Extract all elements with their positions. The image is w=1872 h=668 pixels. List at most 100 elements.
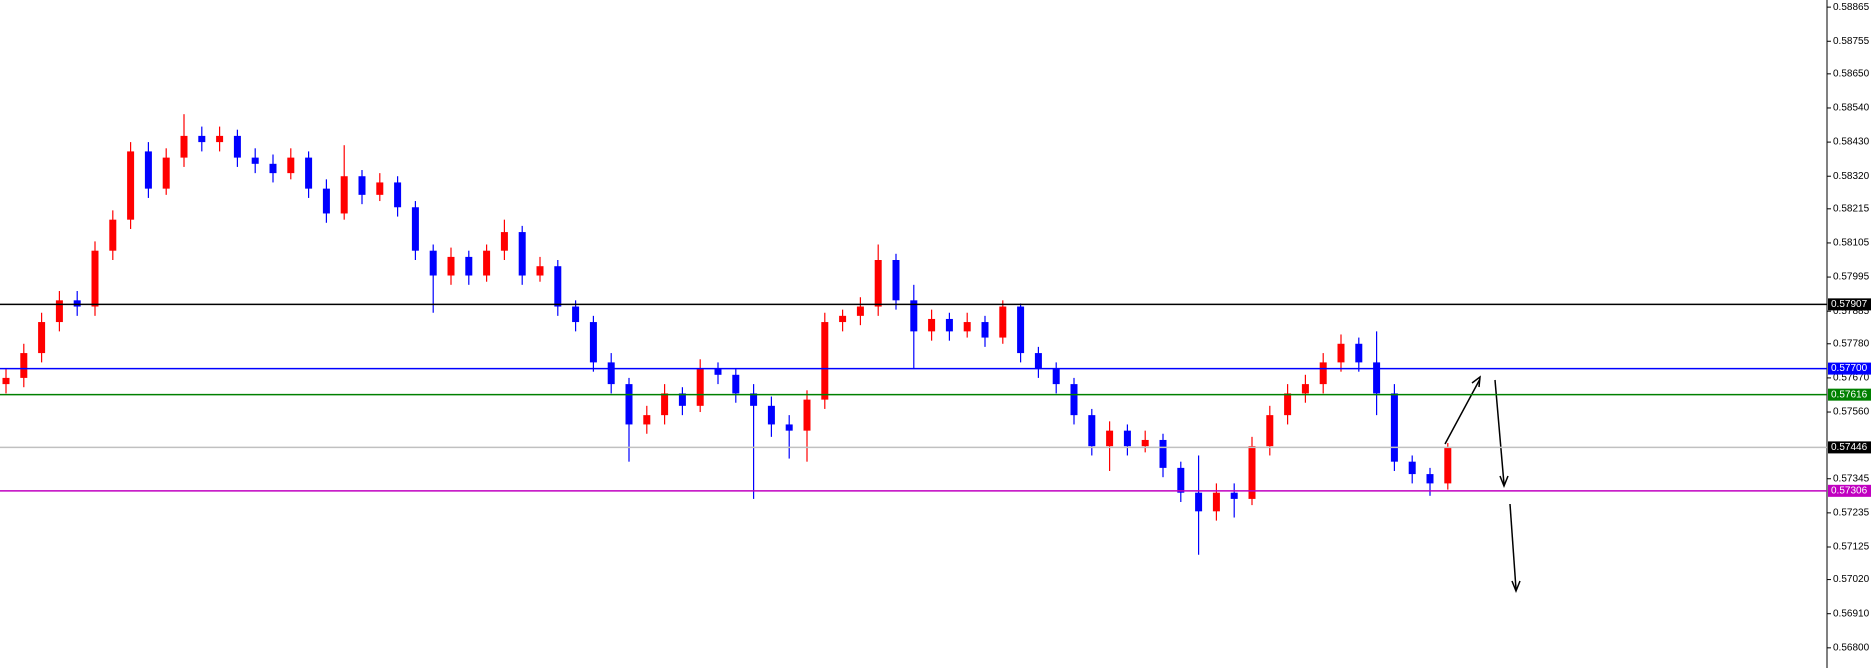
level-label: 0.57616 <box>1831 389 1868 400</box>
y-tick-label: 0.57235 <box>1833 508 1870 519</box>
y-tick-label: 0.58320 <box>1833 171 1870 182</box>
y-tick-label: 0.57670 <box>1833 373 1870 384</box>
candle-body <box>1141 439 1149 447</box>
level-label-bg <box>1828 441 1871 454</box>
y-tick-label: 0.57995 <box>1833 272 1870 283</box>
candle-body <box>661 393 669 416</box>
candle-body <box>1337 343 1345 363</box>
y-tick-label: 0.58430 <box>1833 137 1870 148</box>
candle-body <box>216 135 224 143</box>
candle-body <box>127 151 135 220</box>
candle-body <box>376 182 384 195</box>
candle-body <box>1212 492 1220 512</box>
candle-body <box>1390 393 1398 462</box>
arrows <box>1444 375 1521 594</box>
candle-body <box>928 318 936 332</box>
candle-body <box>483 250 491 276</box>
candle-body <box>1248 446 1256 499</box>
candle-body <box>1408 461 1416 475</box>
y-tick-label: 0.56800 <box>1833 642 1870 653</box>
candle-body <box>554 266 562 307</box>
candle-body <box>269 163 277 174</box>
candle-body <box>1444 447 1452 484</box>
candle-body <box>20 353 28 378</box>
candle-body <box>287 157 295 174</box>
arrow-up <box>1444 378 1481 445</box>
y-tick-label: 0.58755 <box>1833 36 1870 47</box>
candle-body <box>91 250 99 307</box>
y-tick-label: 0.58650 <box>1833 68 1870 79</box>
candle-body <box>1266 415 1274 447</box>
candle-body <box>1123 430 1131 447</box>
y-tick-label: 0.57020 <box>1833 574 1870 585</box>
candle-body <box>874 260 882 307</box>
candle-body <box>2 377 10 385</box>
candle-body <box>785 424 793 431</box>
arrow-down <box>1509 503 1517 590</box>
y-tick-label: 0.57345 <box>1833 473 1870 484</box>
level-label: 0.57907 <box>1831 299 1868 310</box>
candle-body <box>856 306 864 316</box>
arrow-head <box>1499 475 1509 489</box>
candle-body <box>821 322 829 400</box>
candle-body <box>233 135 241 158</box>
candle-body <box>892 260 900 301</box>
candle-body <box>251 157 259 164</box>
candle-body <box>999 306 1007 338</box>
candle-body <box>589 322 597 363</box>
candle-body <box>625 384 633 425</box>
candle-body <box>429 250 437 276</box>
candle-body <box>1070 384 1078 416</box>
candle-body <box>696 368 704 406</box>
candle-body <box>109 219 117 251</box>
candle-body <box>358 176 366 195</box>
candle-body <box>536 266 544 276</box>
candle-body <box>803 399 811 431</box>
candle-body <box>411 207 419 251</box>
arrow-down <box>1494 379 1505 485</box>
y-tick-label: 0.57560 <box>1833 407 1870 418</box>
y-tick-label: 0.58105 <box>1833 238 1870 249</box>
candle-body <box>963 322 971 332</box>
candle-body <box>518 232 526 276</box>
y-tick-label: 0.58215 <box>1833 203 1870 214</box>
candle-body <box>1319 362 1327 385</box>
y-tick-label: 0.57125 <box>1833 542 1870 553</box>
level-label-bg <box>1828 362 1871 375</box>
candle-body <box>305 157 313 189</box>
candle-body <box>1284 393 1292 416</box>
y-tick-label: 0.58540 <box>1833 103 1870 114</box>
level-label: 0.57700 <box>1831 363 1868 374</box>
candle-body <box>162 157 170 189</box>
candle-body <box>910 300 918 332</box>
arrow-head <box>1511 580 1521 594</box>
candle-body <box>750 393 758 406</box>
level-label-bg <box>1828 484 1871 497</box>
candle-body <box>144 151 152 189</box>
candle-body <box>607 362 615 385</box>
arrow-head <box>1471 375 1481 388</box>
candle-body <box>180 135 188 158</box>
candle-body <box>465 256 473 276</box>
candle-body <box>1195 492 1203 512</box>
candle-body <box>1373 362 1381 394</box>
y-tick-label: 0.58865 <box>1833 2 1870 13</box>
candle-body <box>1230 492 1238 499</box>
candle-body <box>1052 368 1060 385</box>
candle-body <box>1106 430 1114 447</box>
y-tick-label: 0.56910 <box>1833 608 1870 619</box>
candle-body <box>500 232 508 251</box>
candle-body <box>55 300 63 323</box>
candle-body <box>572 306 580 323</box>
candle-body <box>1177 467 1185 493</box>
candle-body <box>340 176 348 214</box>
candle-body <box>394 182 402 208</box>
candle-body <box>839 315 847 323</box>
candle-body <box>447 256 455 276</box>
candle-body <box>643 415 651 425</box>
candle-body <box>1088 415 1096 447</box>
candle-body <box>1301 384 1309 394</box>
candle-body <box>732 374 740 394</box>
